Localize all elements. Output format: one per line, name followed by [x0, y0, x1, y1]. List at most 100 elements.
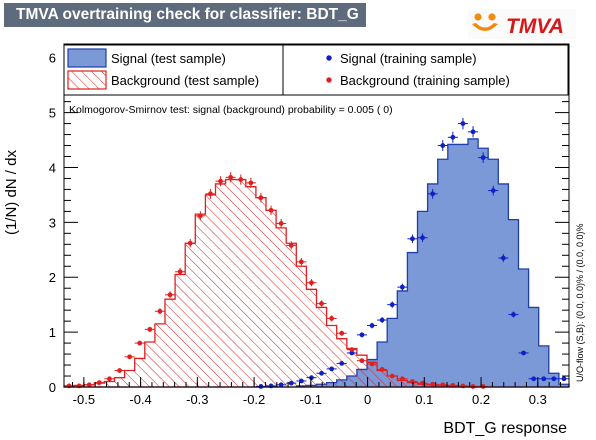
background-train-point — [399, 376, 405, 382]
background-train-point — [369, 361, 375, 367]
signal-train-point — [349, 350, 355, 356]
x-tick-label: -0.5 — [73, 392, 95, 407]
signal-train-point — [450, 134, 456, 140]
y-tick-label: 2 — [49, 270, 56, 285]
logo-background — [468, 9, 576, 39]
signal-train-point — [420, 235, 425, 241]
background-train-point — [127, 354, 133, 360]
legend-background-train-marker — [326, 77, 332, 83]
background-train-point — [167, 292, 173, 298]
background-train-point — [228, 174, 234, 180]
signal-train-point — [470, 129, 476, 135]
x-tick-label: -0.1 — [300, 392, 322, 407]
signal-train-point — [278, 382, 284, 388]
x-tick-label: 0.1 — [415, 392, 433, 407]
background-train-point — [187, 240, 193, 246]
x-tick-label: -0.4 — [129, 392, 151, 407]
signal-train-point — [500, 255, 506, 261]
background-train-point — [319, 301, 324, 306]
legend-background-test-label: Background (test sample) — [111, 73, 259, 88]
plot-frame — [63, 43, 570, 388]
background-train-point — [76, 383, 82, 389]
legend-signal-test-label: Signal (test sample) — [111, 51, 226, 66]
signal-train-point — [460, 121, 466, 126]
background-train-point — [379, 367, 385, 372]
signal-train-point — [480, 155, 486, 161]
signal-train-point — [430, 191, 436, 197]
legend-signal-train-label: Signal (training sample) — [340, 51, 477, 66]
y-tick-label: 6 — [49, 51, 56, 66]
signal-train-point — [329, 366, 335, 372]
signal-train-point — [298, 378, 304, 384]
signal-train-point — [541, 376, 547, 382]
points-layer — [64, 117, 569, 389]
y-axis-label: (1/N) dN / dx — [3, 150, 20, 236]
background-train-point — [107, 376, 112, 382]
background-train-point — [470, 384, 476, 389]
x-tick-label: 0.2 — [472, 392, 490, 407]
background-train-point — [420, 380, 425, 386]
background-train-point — [430, 381, 436, 387]
legend-background-train-label: Background (training sample) — [340, 73, 510, 88]
background-train-point — [349, 347, 355, 353]
background-train-point — [66, 383, 72, 389]
background-train-point — [147, 326, 153, 332]
signal-train-point — [511, 312, 516, 317]
ks-test-text: Kolmogorov-Smirnov test: signal (backgro… — [69, 104, 393, 116]
legend-frame-right — [282, 44, 569, 96]
background-train-point — [339, 330, 345, 336]
background-train-point — [86, 382, 92, 388]
background-train-point — [440, 382, 446, 388]
x-tick-label: 0 — [364, 392, 371, 407]
legend: Signal (test sample) Background (test sa… — [63, 44, 569, 96]
background-train-point — [480, 384, 486, 389]
background-train-point — [208, 191, 213, 197]
x-tick-label: -0.3 — [186, 392, 208, 407]
legend-signal-train-marker — [326, 55, 332, 61]
signal-train-point — [288, 380, 294, 386]
signal-train-point — [359, 332, 365, 338]
signal-train-point — [268, 383, 274, 389]
signal-train-point — [258, 384, 264, 389]
background-train-point — [248, 180, 254, 186]
tmva-logo: TMVA — [468, 9, 576, 39]
x-tick-label: -0.2 — [243, 392, 265, 407]
legend-background-test-swatch — [67, 70, 107, 90]
background-train-point — [268, 207, 274, 213]
histogram-layer — [63, 138, 570, 388]
signal-train-point — [369, 323, 375, 328]
y-tick-label: 0 — [49, 380, 56, 395]
signal-train-point — [490, 188, 496, 193]
background-train-point — [238, 177, 244, 182]
signal-train-point — [379, 317, 385, 323]
x-axis-label: BDT_G response — [443, 420, 567, 437]
background-train-point — [329, 316, 335, 321]
signal-train-point — [339, 361, 345, 366]
background-train-point — [157, 308, 163, 314]
logo-text: TMVA — [506, 15, 564, 38]
signal-train-point — [551, 376, 557, 382]
signal-train-point — [309, 375, 314, 381]
signal-train-point — [561, 376, 567, 382]
legend-signal-test-swatch — [67, 48, 107, 68]
background-train-point — [177, 269, 183, 275]
background-train-point — [460, 383, 466, 389]
overflow-text: U/O-flow (S,B): (0.0, 0.0)% / (0.0, 0.0)… — [575, 223, 585, 382]
background-train-point — [218, 178, 223, 184]
y-tick-label: 5 — [49, 106, 56, 121]
background-train-point — [288, 243, 294, 248]
chart-title: TMVA overtraining check for classifier: … — [16, 6, 359, 23]
background-train-point — [309, 280, 314, 286]
chart-title-bar: TMVA overtraining check for classifier: … — [4, 3, 366, 27]
signal-train-point — [389, 302, 395, 308]
background-train-point — [137, 340, 143, 346]
y-tick-label: 4 — [49, 160, 56, 175]
y-tick-label: 1 — [49, 325, 56, 340]
background-train-point — [96, 380, 102, 386]
signal-train-point — [410, 236, 415, 242]
signal-train-point — [399, 284, 405, 290]
background-train-point — [197, 213, 203, 219]
signal-train-point — [319, 370, 324, 376]
background-train-point — [298, 259, 304, 265]
